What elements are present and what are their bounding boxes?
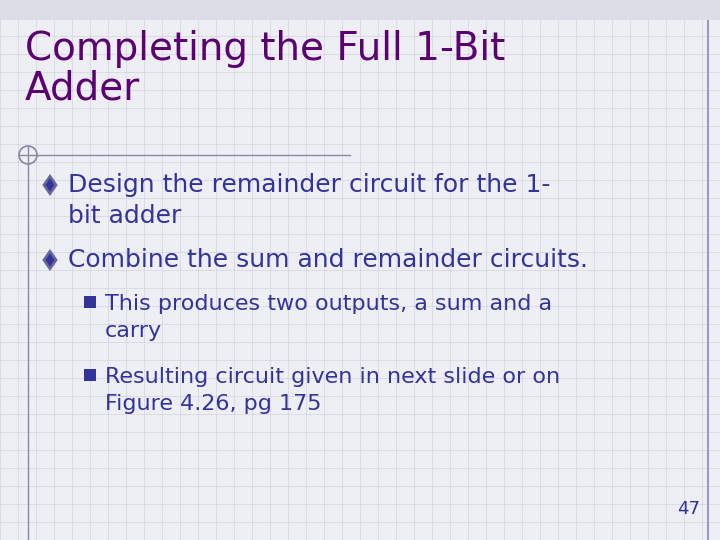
Bar [84,369,96,381]
Text: Design the remainder circuit for the 1-
bit adder: Design the remainder circuit for the 1- … [68,173,551,228]
Polygon shape [42,174,58,196]
Bar [84,296,96,308]
Polygon shape [42,249,58,271]
Text: This produces two outputs, a sum and a
carry: This produces two outputs, a sum and a c… [105,294,552,341]
Polygon shape [45,253,55,267]
Text: Resulting circuit given in next slide or on
Figure 4.26, pg 175: Resulting circuit given in next slide or… [105,367,560,414]
Text: Adder: Adder [25,70,140,108]
Polygon shape [45,178,55,192]
Text: 47: 47 [677,500,700,518]
Bar [0,0,720,20]
Text: Combine the sum and remainder circuits.: Combine the sum and remainder circuits. [68,248,588,272]
Text: Completing the Full 1-Bit: Completing the Full 1-Bit [25,30,505,68]
